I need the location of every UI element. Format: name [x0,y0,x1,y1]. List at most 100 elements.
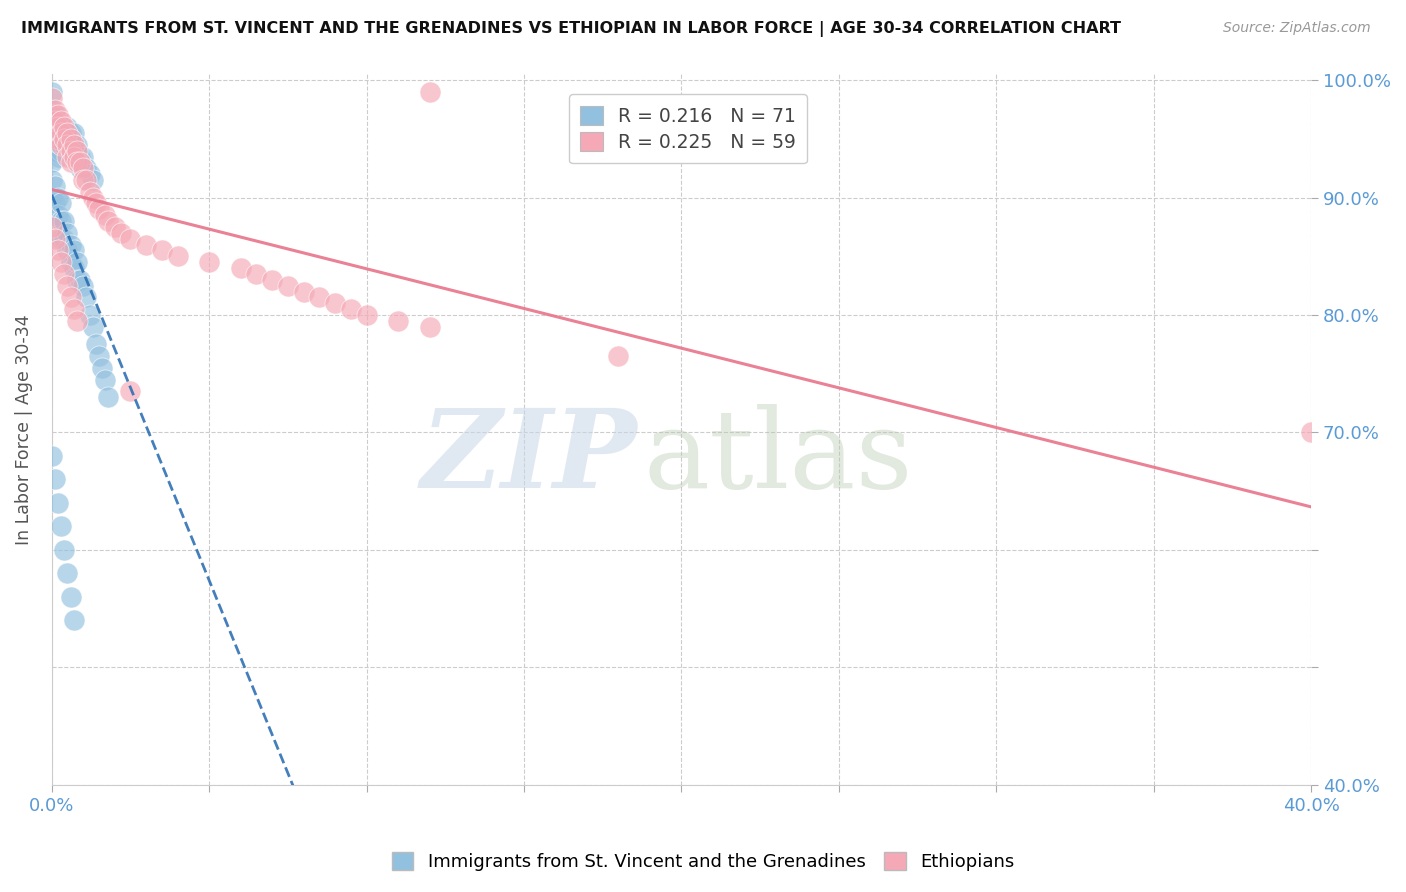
Point [46,132,69,146]
Point [59,144,82,158]
Point [51,126,73,140]
Point [53,120,76,135]
Point [44,196,66,211]
Point [277,278,299,293]
Point [56,566,79,581]
Point [66,255,89,269]
Point [44,232,66,246]
Point [56,226,79,240]
Point [56,126,79,140]
Point [82,191,104,205]
Point [69,161,91,176]
Point [66,155,89,169]
Point [79,185,101,199]
Point [62,137,84,152]
Point [41,191,63,205]
Point [84,337,107,351]
Point [104,219,127,234]
Point [135,237,157,252]
Point [262,273,284,287]
Point [94,208,117,222]
Point [387,314,409,328]
Point [53,132,76,146]
Point [46,149,69,163]
Point [419,319,441,334]
Point [62,302,84,317]
Point [607,349,630,363]
Point [84,196,107,211]
Point [41,85,63,99]
Point [59,237,82,252]
Point [41,126,63,140]
Point [72,161,94,176]
Point [41,144,63,158]
Point [82,173,104,187]
Point [51,144,73,158]
Point [51,255,73,269]
Point [53,542,76,557]
Point [41,108,63,122]
Point [46,108,69,122]
Point [53,232,76,246]
Point [44,132,66,146]
Point [229,261,252,276]
Point [41,114,63,128]
Point [62,149,84,163]
Point [79,167,101,181]
Point [41,91,63,105]
Point [94,373,117,387]
Point [56,149,79,163]
Point [59,126,82,140]
Point [120,384,142,399]
Point [66,314,89,328]
Point [97,214,120,228]
Point [56,278,79,293]
Point [59,137,82,152]
Point [59,155,82,169]
Point [166,249,188,263]
Point [62,613,84,627]
Point [97,390,120,404]
Point [41,103,63,117]
Point [245,267,267,281]
Point [87,202,110,217]
Point [51,232,73,246]
Point [41,219,63,234]
Point [46,208,69,222]
Point [44,120,66,135]
Point [91,360,114,375]
Point [66,273,89,287]
Point [69,149,91,163]
Point [292,285,315,299]
Point [53,137,76,152]
Point [44,178,66,193]
Point [56,126,79,140]
Legend: Immigrants from St. Vincent and the Grenadines, Ethiopians: Immigrants from St. Vincent and the Gren… [385,845,1021,879]
Point [51,196,73,211]
Point [1301,425,1323,440]
Point [56,120,79,135]
Point [340,302,363,317]
Y-axis label: In Labor Force | Age 30-34: In Labor Force | Age 30-34 [15,314,32,545]
Point [150,244,173,258]
Text: IMMIGRANTS FROM ST. VINCENT AND THE GRENADINES VS ETHIOPIAN IN LABOR FORCE | AGE: IMMIGRANTS FROM ST. VINCENT AND THE GREN… [21,21,1121,37]
Point [51,519,73,533]
Point [66,137,89,152]
Point [59,132,82,146]
Point [51,214,73,228]
Point [46,496,69,510]
Point [46,137,69,152]
Point [41,449,63,463]
Point [46,120,69,135]
Point [51,114,73,128]
Point [69,155,91,169]
Point [62,126,84,140]
Text: atlas: atlas [644,404,914,511]
Point [46,191,69,205]
Point [44,103,66,117]
Point [46,244,69,258]
Point [46,126,69,140]
Point [62,244,84,258]
Point [79,308,101,322]
Point [41,155,63,169]
